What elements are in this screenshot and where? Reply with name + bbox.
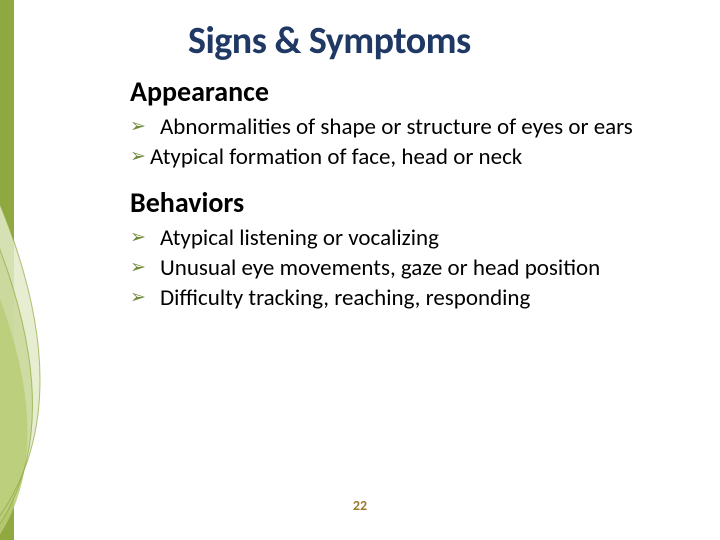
bullet-list-appearance: ➢ Abnormalities of shape or structure of… — [130, 113, 690, 171]
section-heading-appearance: Appearance — [130, 74, 690, 109]
list-item: ➢ Atypical formation of face, head or ne… — [130, 143, 690, 171]
chevron-icon: ➢ — [130, 224, 156, 249]
page-number: 22 — [0, 497, 720, 514]
list-item: ➢ Atypical listening or vocalizing — [130, 224, 690, 252]
slide-title: Signs & Symptoms — [130, 18, 690, 64]
chevron-icon: ➢ — [130, 143, 150, 168]
list-item: ➢ Abnormalities of shape or structure of… — [130, 113, 690, 141]
bullet-text: Abnormalities of shape or structure of e… — [156, 113, 690, 141]
list-item: ➢ Difficulty tracking, reaching, respond… — [130, 284, 690, 312]
bullet-text: Difficulty tracking, reaching, respondin… — [156, 284, 690, 312]
list-item: ➢ Unusual eye movements, gaze or head po… — [130, 254, 690, 282]
bullet-list-behaviors: ➢ Atypical listening or vocalizing ➢ Unu… — [130, 224, 690, 312]
chevron-icon: ➢ — [130, 284, 156, 309]
bullet-text: Atypical listening or vocalizing — [156, 224, 690, 252]
section-heading-behaviors: Behaviors — [130, 185, 690, 220]
slide-decoration — [0, 0, 120, 540]
content-area: Signs & Symptoms Appearance ➢ Abnormalit… — [130, 18, 690, 326]
bullet-text: Unusual eye movements, gaze or head posi… — [156, 254, 690, 282]
chevron-icon: ➢ — [130, 254, 156, 279]
chevron-icon: ➢ — [130, 113, 156, 138]
bullet-text: Atypical formation of face, head or neck — [150, 143, 690, 171]
